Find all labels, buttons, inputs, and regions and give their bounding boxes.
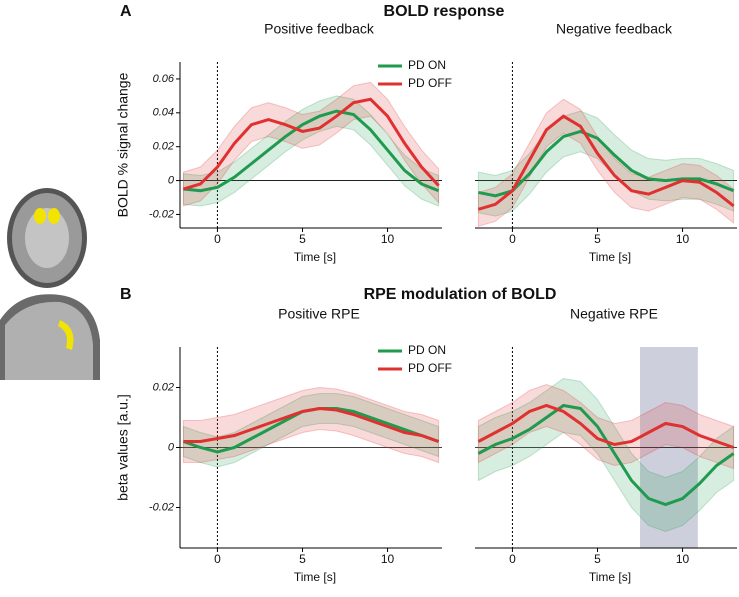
x-tick-label: 10 [676,232,690,246]
y-axis-label: BOLD % signal change [115,72,131,217]
y-tick-label: 0.02 [153,141,174,153]
panel-letter: B [120,286,132,303]
line [477,403,735,449]
y-tick-label: 0 [168,174,175,186]
x-tick-label: 0 [214,232,221,246]
y-tick-label: 0.04 [153,107,174,119]
chart-title: Positive RPE [278,306,360,322]
legend-label: PD OFF [408,76,452,90]
error-band [182,386,440,464]
legend-label: PD ON [408,58,446,72]
x-axis-label: Time [s] [294,250,336,264]
y-tick-label: 0 [168,441,175,453]
panel-title: RPE modulation of BOLD [364,286,557,303]
y-tick-label: 0.02 [153,381,174,393]
error-band [477,377,735,533]
x-tick-label: 0 [509,232,516,246]
error-band [182,81,440,207]
y-tick-label: 0.06 [153,73,175,85]
x-tick-label: 5 [594,232,601,246]
x-tick-label: 0 [509,552,516,566]
y-tick-label: -0.02 [149,208,174,220]
y-axis-label: beta values [a.u.] [115,394,131,501]
x-tick-label: 10 [381,552,395,566]
line [478,129,735,198]
error-band [182,95,440,207]
x-tick-label: 0 [214,552,221,566]
panel-letter: A [120,3,132,20]
chart-title: Negative feedback [556,21,673,37]
line [183,406,440,443]
x-tick-label: 5 [299,552,306,566]
x-tick-label: 5 [299,232,306,246]
legend-label: PD OFF [408,361,452,375]
legend-label: PD ON [408,343,446,357]
y-tick-label: -0.02 [149,501,174,513]
line [477,114,735,211]
chart-title: Positive feedback [264,21,375,37]
line [183,109,440,193]
x-axis-label: Time [s] [589,570,631,584]
x-tick-label: 10 [676,552,690,566]
x-axis-label: Time [s] [589,250,631,264]
x-tick-label: 10 [381,232,395,246]
line [182,97,440,191]
chart-title: Negative RPE [570,306,658,322]
x-axis-label: Time [s] [294,570,336,584]
x-tick-label: 5 [594,552,601,566]
error-band [182,393,440,468]
brain-images [0,188,100,380]
panel-title: BOLD response [384,3,505,20]
